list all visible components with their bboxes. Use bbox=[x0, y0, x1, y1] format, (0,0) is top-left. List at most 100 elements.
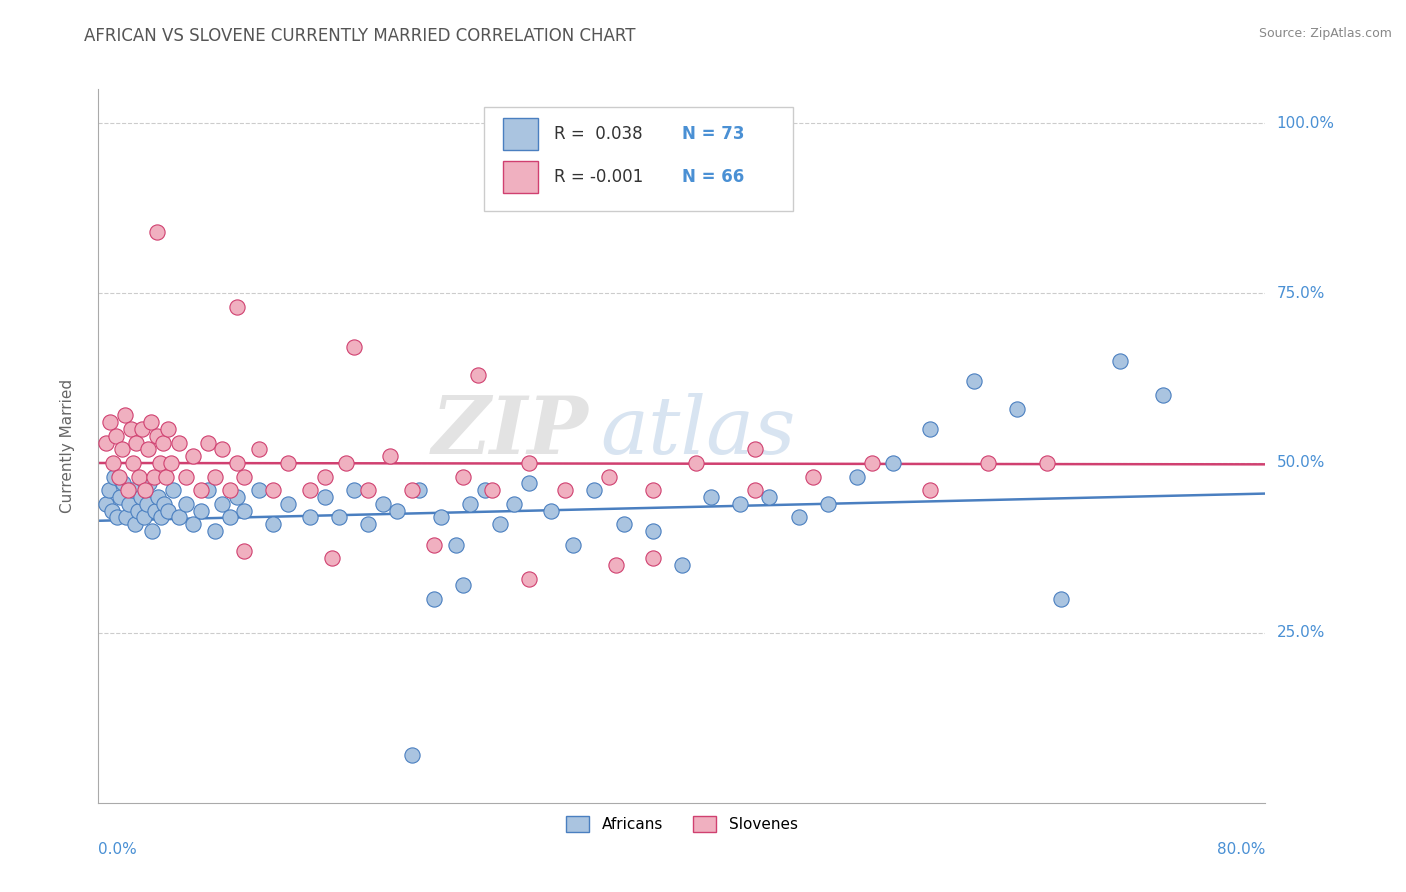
Point bbox=[181, 517, 204, 532]
Point bbox=[758, 490, 780, 504]
Point bbox=[918, 422, 941, 436]
Point bbox=[488, 517, 510, 532]
Point bbox=[146, 225, 169, 239]
Point bbox=[129, 490, 152, 504]
Point bbox=[298, 483, 321, 498]
Point bbox=[387, 503, 409, 517]
Point bbox=[517, 572, 540, 586]
Point bbox=[685, 456, 707, 470]
Point bbox=[218, 483, 240, 498]
Point bbox=[146, 429, 169, 443]
Point bbox=[962, 375, 984, 389]
Point bbox=[204, 469, 226, 483]
Point bbox=[460, 497, 482, 511]
Point bbox=[1050, 591, 1073, 606]
Point bbox=[277, 497, 299, 511]
Point bbox=[744, 483, 766, 498]
Text: ZIP: ZIP bbox=[432, 393, 589, 470]
Point bbox=[149, 456, 172, 470]
Point bbox=[103, 469, 125, 483]
Point bbox=[700, 490, 723, 504]
Point bbox=[517, 456, 540, 470]
Point bbox=[540, 503, 562, 517]
Text: N = 66: N = 66 bbox=[682, 168, 744, 186]
Point bbox=[380, 449, 402, 463]
Point bbox=[474, 483, 496, 498]
Point bbox=[148, 490, 170, 504]
Point bbox=[101, 456, 124, 470]
Point bbox=[1108, 354, 1130, 368]
Point bbox=[157, 503, 180, 517]
Point bbox=[977, 456, 1000, 470]
Point bbox=[105, 510, 128, 524]
Point bbox=[1152, 388, 1174, 402]
Y-axis label: Currently Married: Currently Married bbox=[60, 379, 75, 513]
Point bbox=[128, 469, 150, 483]
Point bbox=[136, 442, 159, 457]
Text: 50.0%: 50.0% bbox=[1277, 456, 1324, 470]
Point bbox=[108, 469, 131, 483]
Text: 25.0%: 25.0% bbox=[1277, 625, 1324, 640]
Point bbox=[430, 510, 453, 524]
Legend: Africans, Slovenes: Africans, Slovenes bbox=[560, 810, 804, 838]
Text: 75.0%: 75.0% bbox=[1277, 285, 1324, 301]
Point bbox=[247, 483, 270, 498]
Point bbox=[671, 558, 693, 572]
Point bbox=[561, 537, 583, 551]
Text: 100.0%: 100.0% bbox=[1277, 116, 1334, 131]
FancyBboxPatch shape bbox=[503, 161, 538, 193]
Point bbox=[503, 497, 526, 511]
Point bbox=[98, 415, 121, 429]
Point bbox=[335, 456, 357, 470]
Point bbox=[444, 537, 467, 551]
Point bbox=[132, 510, 155, 524]
Point bbox=[314, 490, 336, 504]
Point bbox=[554, 483, 576, 498]
Point bbox=[744, 442, 766, 457]
Point bbox=[730, 497, 752, 511]
Point bbox=[598, 469, 620, 483]
Point bbox=[343, 483, 366, 498]
Point bbox=[371, 497, 394, 511]
Point bbox=[262, 483, 284, 498]
Point bbox=[104, 429, 127, 443]
Text: R = -0.001: R = -0.001 bbox=[554, 168, 643, 186]
Point bbox=[641, 483, 664, 498]
Point bbox=[150, 510, 173, 524]
Point bbox=[122, 456, 145, 470]
Point bbox=[111, 442, 134, 457]
Point bbox=[190, 483, 212, 498]
Point bbox=[401, 748, 423, 763]
Point bbox=[787, 510, 810, 524]
Point bbox=[343, 341, 366, 355]
FancyBboxPatch shape bbox=[503, 118, 538, 150]
Point bbox=[583, 483, 606, 498]
Point bbox=[211, 442, 233, 457]
Point bbox=[143, 503, 166, 517]
Point bbox=[135, 497, 157, 511]
Point bbox=[117, 483, 139, 498]
Point bbox=[112, 476, 135, 491]
Text: 80.0%: 80.0% bbox=[1218, 842, 1265, 856]
Point bbox=[612, 517, 634, 532]
Point bbox=[226, 456, 249, 470]
Point bbox=[247, 442, 270, 457]
Point bbox=[817, 497, 839, 511]
Point bbox=[160, 456, 183, 470]
Point bbox=[114, 409, 136, 423]
Point bbox=[125, 435, 148, 450]
Point bbox=[139, 415, 162, 429]
Point bbox=[641, 551, 664, 566]
Point bbox=[142, 469, 165, 483]
Point bbox=[118, 497, 141, 511]
Point bbox=[153, 497, 176, 511]
Text: atlas: atlas bbox=[600, 393, 796, 470]
Point bbox=[211, 497, 233, 511]
Point bbox=[321, 551, 343, 566]
Point bbox=[846, 469, 869, 483]
Point bbox=[97, 483, 120, 498]
Point bbox=[401, 483, 423, 498]
Point bbox=[141, 524, 163, 538]
Point bbox=[605, 558, 627, 572]
Point bbox=[226, 490, 249, 504]
